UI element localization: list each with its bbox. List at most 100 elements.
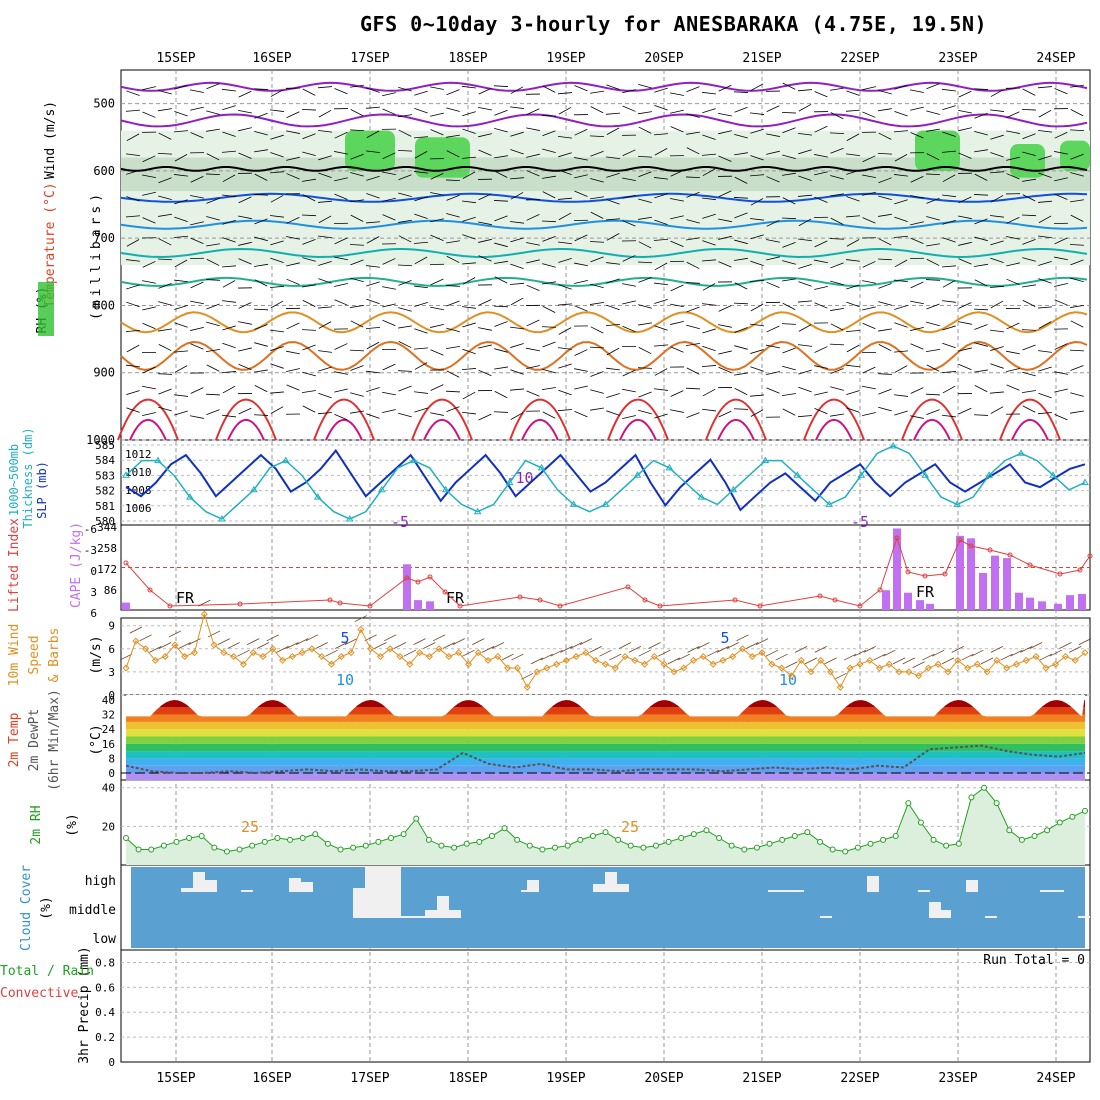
wind-barb — [430, 112, 444, 117]
wind-barb — [334, 371, 348, 375]
wind-barb — [526, 259, 540, 264]
temp-max-mask — [126, 695, 1085, 717]
rh-point — [135, 846, 142, 853]
wind-barb — [414, 213, 428, 220]
wind-barb — [365, 326, 381, 329]
date-label-bottom: 20SEP — [644, 1071, 683, 1086]
wind-barb — [798, 149, 812, 155]
wind-barb — [334, 151, 348, 155]
wind-barb — [990, 329, 1004, 333]
wind-barb — [798, 263, 812, 269]
wind-barb — [702, 108, 716, 114]
wind-barb — [1020, 645, 1033, 653]
cape-bar — [956, 535, 964, 610]
wind-barb — [974, 173, 988, 181]
wind-barb — [654, 413, 668, 419]
wind-barb — [560, 645, 573, 653]
wind-barb — [334, 299, 348, 306]
wind-barb — [749, 279, 765, 282]
rh-point — [690, 831, 697, 838]
wind-barb — [941, 657, 955, 665]
wind-barb — [334, 282, 348, 287]
wind-barb — [1022, 178, 1036, 182]
wind-barb — [622, 415, 636, 420]
rh-point — [905, 800, 912, 807]
rh-high-patch — [1060, 140, 1090, 171]
wind-barb — [414, 108, 428, 114]
wind-barb — [862, 217, 876, 224]
wind-barb — [1037, 306, 1053, 309]
wind-barb — [798, 281, 812, 287]
rh-point — [476, 838, 483, 845]
cloud-block — [365, 866, 401, 892]
wind-barb — [397, 264, 413, 267]
wind-barb — [366, 370, 380, 374]
rh-point — [526, 842, 533, 849]
cloud-block — [929, 902, 941, 918]
wind-barb — [797, 194, 813, 197]
wind-barb — [253, 308, 269, 311]
wind-barb — [317, 200, 333, 203]
rh-point — [274, 834, 281, 841]
wind-barb — [325, 649, 338, 657]
wind-barb — [550, 649, 563, 657]
wind-barb — [926, 128, 940, 132]
wind-barb — [334, 193, 348, 200]
wind-barb — [733, 197, 749, 199]
wind-barb — [350, 259, 364, 266]
wind-barb — [254, 385, 268, 393]
wind-barb — [221, 265, 237, 268]
wind-barb — [734, 176, 748, 184]
wind-barb — [432, 634, 446, 642]
wind-barb — [814, 365, 828, 369]
wind-barb — [238, 321, 252, 325]
lifted-index-point — [957, 537, 963, 543]
cape-tick-label: 258 — [97, 542, 117, 555]
wind-barb — [654, 262, 668, 271]
wind-barb — [526, 170, 540, 177]
wind-barb — [253, 88, 269, 90]
rh-point — [287, 836, 294, 843]
rh-point — [930, 836, 937, 843]
wind-barb — [142, 385, 156, 390]
wind-barb — [430, 172, 444, 180]
wind-barb — [658, 649, 671, 657]
wind-barb — [989, 171, 1005, 174]
wind-barb — [1021, 214, 1037, 217]
rh-point — [943, 842, 950, 849]
wind-barb — [365, 106, 381, 109]
wind-barb — [971, 649, 984, 657]
wind-barb — [622, 369, 636, 377]
wind-barb — [1022, 194, 1036, 202]
wind-barb — [798, 324, 812, 332]
wind-barb — [526, 242, 540, 246]
wind-barb — [798, 218, 812, 227]
wind-barb — [190, 343, 204, 350]
wind-barb — [782, 82, 796, 90]
temp-color-band — [126, 729, 1085, 737]
wind-barb — [734, 106, 748, 113]
wind-barb — [174, 84, 188, 90]
wind-barb — [686, 237, 700, 241]
wind-barb — [206, 303, 220, 310]
wind-barb — [526, 214, 540, 221]
wind-barb — [878, 343, 892, 352]
wind-barb — [670, 390, 684, 397]
cloud-block — [425, 910, 437, 918]
wind-barb — [526, 153, 540, 158]
wind-barb — [542, 368, 556, 374]
wind-barb — [238, 363, 252, 371]
wind-barb — [734, 152, 748, 156]
wind-barb — [526, 284, 540, 292]
wind-barb — [526, 108, 540, 116]
wind-barb — [686, 412, 700, 418]
temp-color-band — [126, 714, 1085, 722]
wind-barb — [349, 349, 365, 352]
cape-bar — [414, 600, 422, 610]
isotherm-minus5 — [120, 113, 1088, 128]
thickness-marker — [441, 485, 450, 493]
temp-color-band — [126, 765, 1085, 773]
wind-barb — [158, 642, 172, 649]
wind-barb — [830, 147, 844, 154]
wind-barb — [558, 257, 572, 263]
